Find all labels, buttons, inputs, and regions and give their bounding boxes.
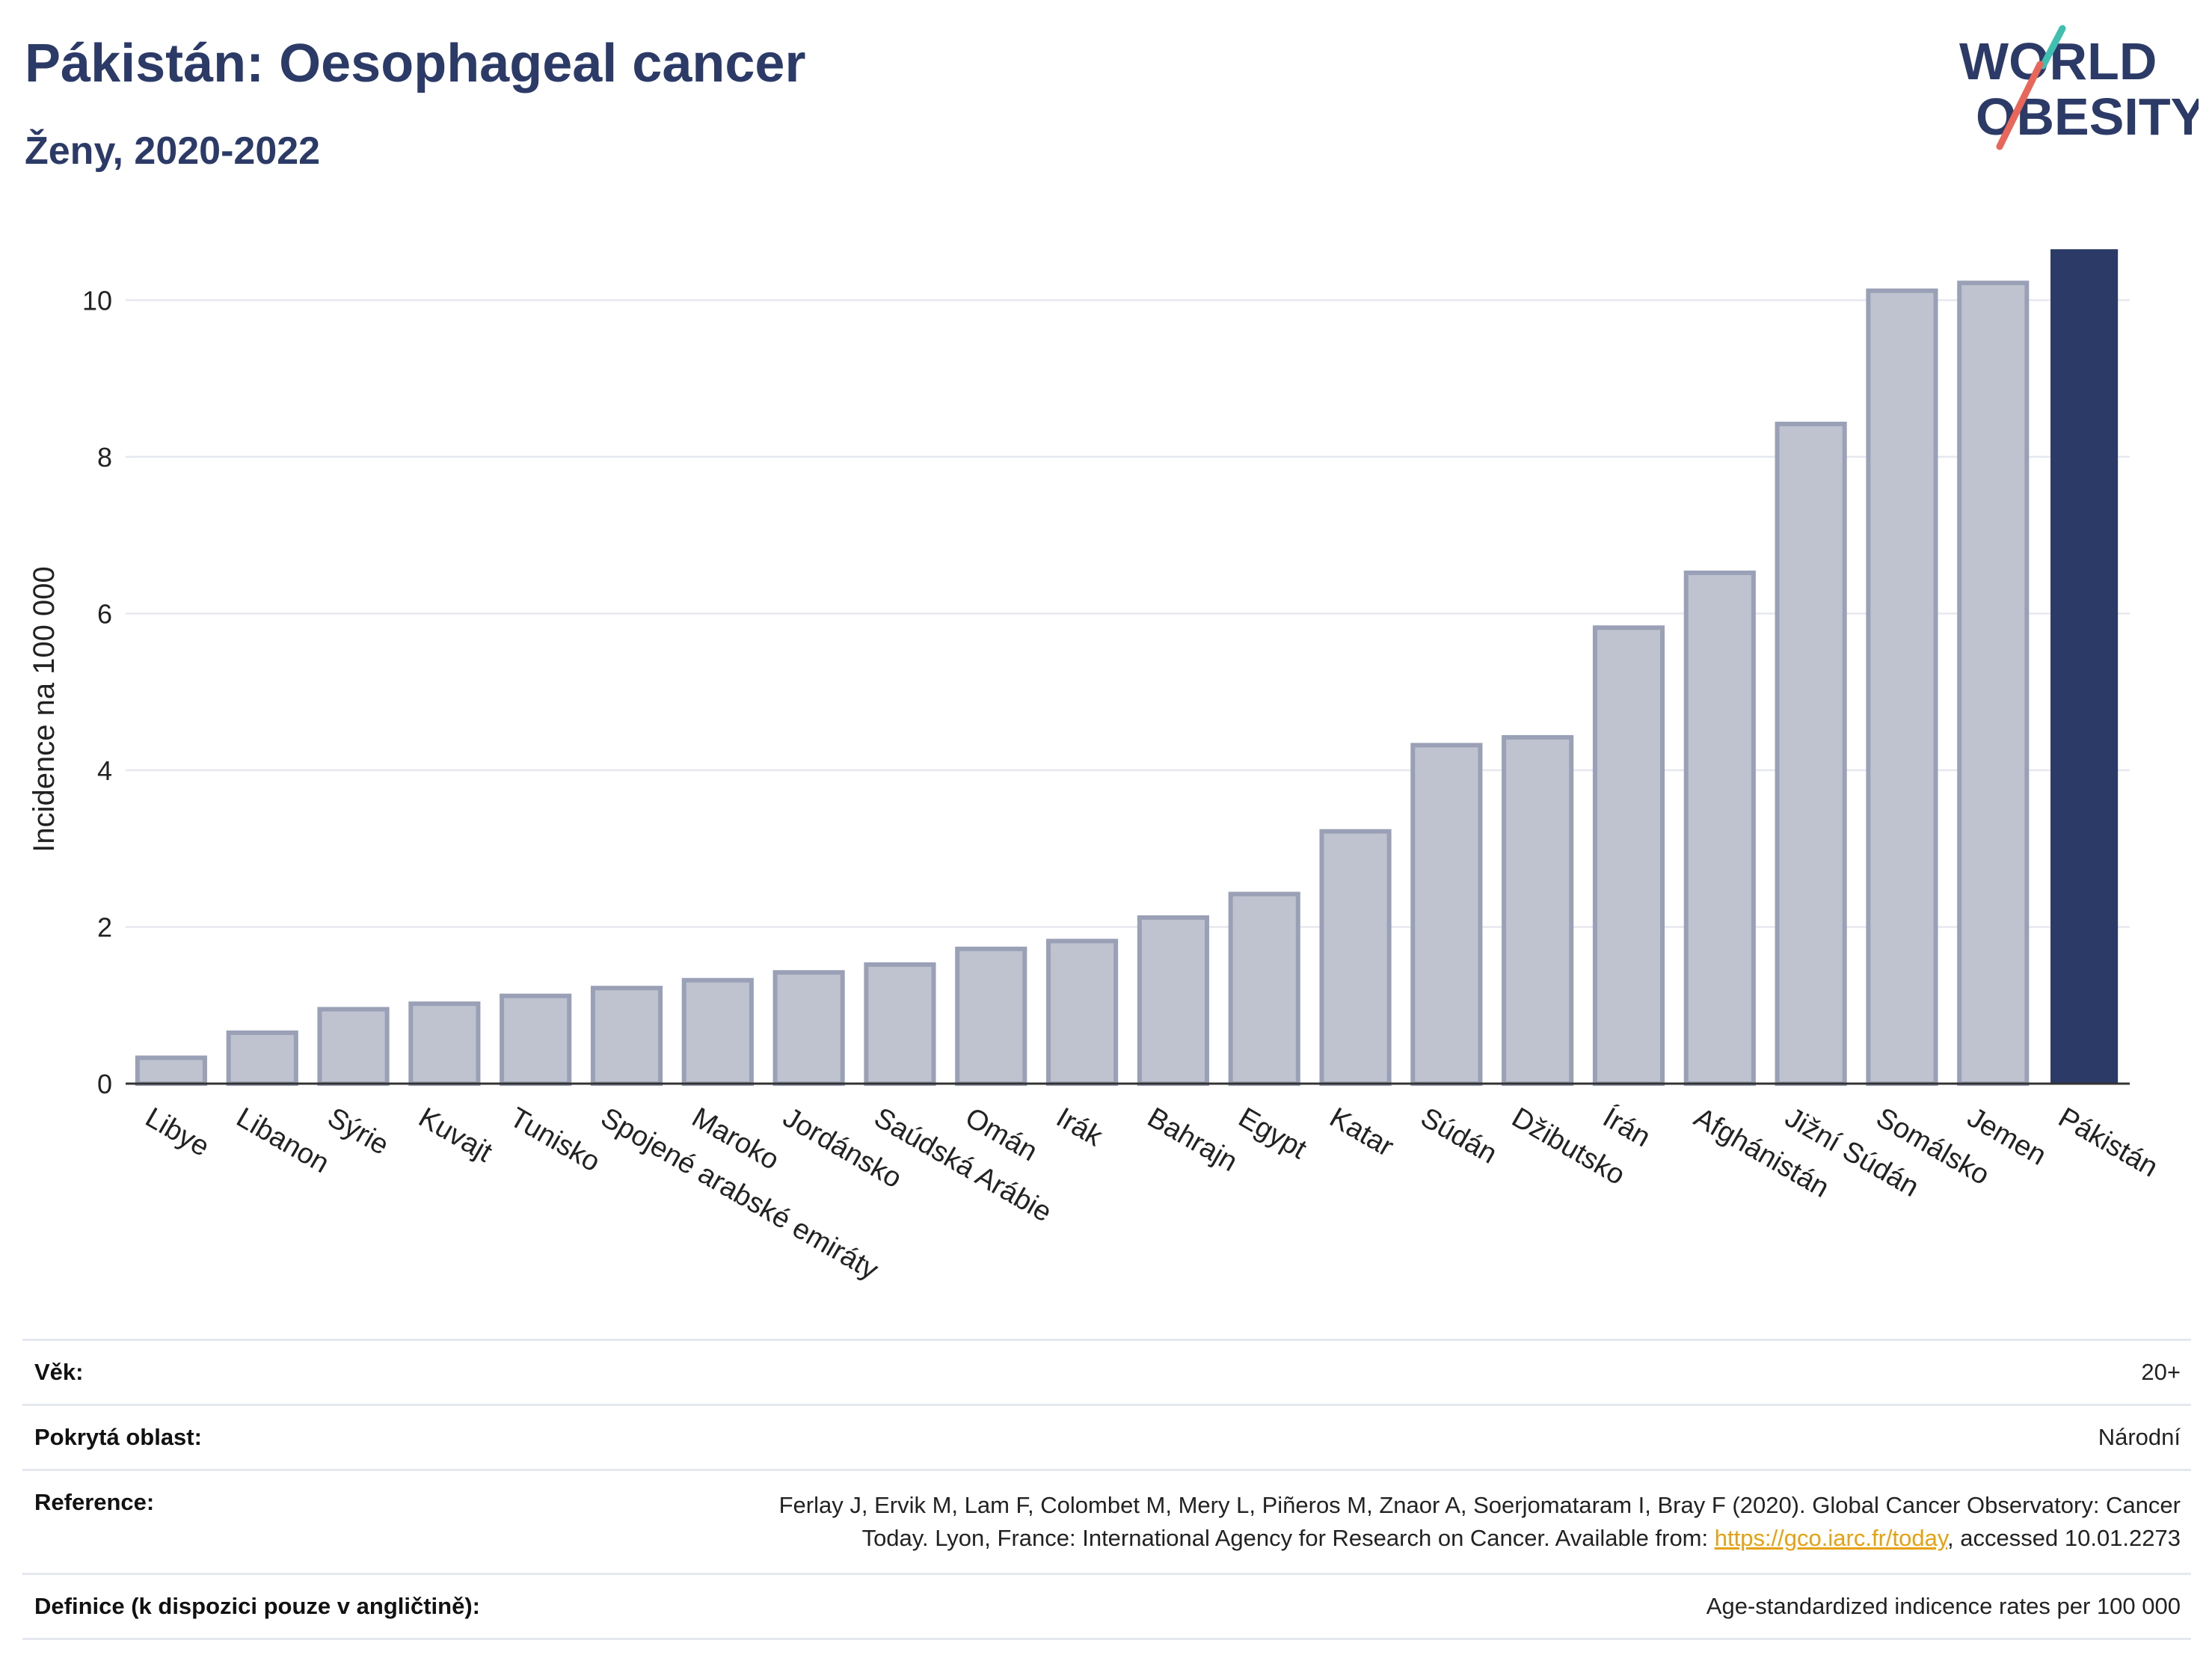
page-subtitle: Ženy, 2020-2022	[25, 129, 321, 173]
bar-jordánsko	[772, 970, 845, 1087]
x-tick-label: Egypt	[1233, 1102, 1312, 1165]
bars	[135, 249, 2119, 1087]
logo-slash-bottom	[1996, 61, 2044, 150]
bar-egypt	[1228, 891, 1300, 1087]
bar-somálsko	[1866, 288, 1938, 1086]
bar-súdán	[1410, 743, 1483, 1087]
meta-value-coverage: Národní	[2098, 1424, 2181, 1450]
meta-row-coverage: Pokrytá oblast: Národní	[22, 1404, 2191, 1469]
bar-libanon	[226, 1030, 298, 1086]
x-tick-label: Kuvajt	[414, 1102, 498, 1168]
meta-value-age: 20+	[2141, 1359, 2181, 1385]
meta-row-age: Věk: 20+	[22, 1339, 2191, 1404]
bar-saúdská-arábie	[864, 962, 936, 1086]
meta-label-definition: Definice (k dispozici pouze v angličtině…	[34, 1593, 480, 1619]
x-tick-label: Pákistán	[2053, 1102, 2163, 1183]
y-tick-label: 2	[97, 912, 112, 942]
meta-row-reference: Reference: Ferlay J, Ervik M, Lam F, Col…	[22, 1469, 2191, 1573]
bar-kuvajt	[408, 1001, 481, 1086]
bar-bahrajn	[1137, 915, 1209, 1087]
x-tick-label: Libye	[140, 1102, 215, 1163]
bar-afghánistán	[1683, 570, 1756, 1086]
bar-jemen	[1957, 280, 2030, 1086]
world-obesity-logo: WORLD OBESITY	[1959, 25, 2199, 150]
reference-line2-post: , accessed 10.01.2273	[1947, 1525, 2181, 1551]
y-tick-label: 0	[97, 1069, 112, 1099]
bar-pákistán	[2050, 249, 2119, 1084]
x-tick-label: Irák	[1051, 1102, 1108, 1153]
bar-džibutsko	[1502, 734, 1574, 1087]
x-tick-label: Írán	[1597, 1101, 1656, 1153]
bar-irák	[1046, 939, 1119, 1086]
meta-label-coverage: Pokrytá oblast:	[34, 1424, 202, 1450]
x-tick-label: Tunisko	[504, 1102, 605, 1178]
y-tick-label: 4	[97, 755, 112, 786]
y-axis-ticks: 0 2 4 6 8 10	[82, 285, 112, 1099]
x-tick-label: Libanon	[231, 1102, 334, 1179]
reference-line2-pre: Today. Lyon, France: International Agenc…	[861, 1525, 1715, 1551]
bar-libye	[135, 1055, 207, 1087]
meta-label-reference: Reference:	[34, 1489, 155, 1515]
reference-link[interactable]: https://gco.iarc.fr/today	[1714, 1525, 1948, 1551]
bar-jižní-súdán	[1775, 421, 1847, 1086]
bar-sýrie	[317, 1007, 390, 1086]
bar-tunisko	[500, 993, 572, 1087]
x-tick-label: Bahrajn	[1142, 1102, 1242, 1178]
y-tick-label: 10	[82, 285, 112, 316]
metadata-table: Věk: 20+ Pokrytá oblast: Národní Referen…	[22, 1339, 2191, 1640]
y-axis-label: Incidence na 100 000	[28, 566, 61, 853]
bar-maroko	[681, 977, 754, 1086]
bar-katar	[1319, 829, 1392, 1086]
page-title: Pákistán: Oesophageal cancer	[25, 34, 806, 93]
reference-line1: Ferlay J, Ervik M, Lam F, Colombet M, Me…	[778, 1492, 2181, 1518]
meta-label-age: Věk:	[34, 1359, 84, 1385]
x-tick-label: Súdán	[1416, 1102, 1502, 1170]
bar-omán	[955, 946, 1027, 1087]
meta-value-reference: Ferlay J, Ervik M, Lam F, Colombet M, Me…	[779, 1489, 2181, 1555]
meta-row-definition: Definice (k dispozici pouze v angličtině…	[22, 1573, 2191, 1640]
bar-spojené-arabské-emiráty	[590, 986, 663, 1087]
y-tick-label: 8	[97, 442, 112, 473]
bar-írán	[1592, 625, 1665, 1086]
x-tick-label: Katar	[1324, 1102, 1399, 1163]
logo-slash-top	[2039, 25, 2066, 70]
meta-value-definition: Age-standardized indicence rates per 100…	[1706, 1593, 2181, 1619]
y-tick-label: 6	[97, 598, 112, 629]
